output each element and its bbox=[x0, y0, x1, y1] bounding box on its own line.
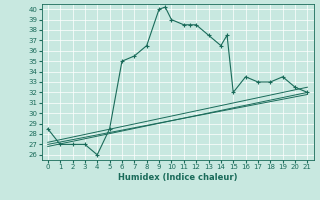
X-axis label: Humidex (Indice chaleur): Humidex (Indice chaleur) bbox=[118, 173, 237, 182]
